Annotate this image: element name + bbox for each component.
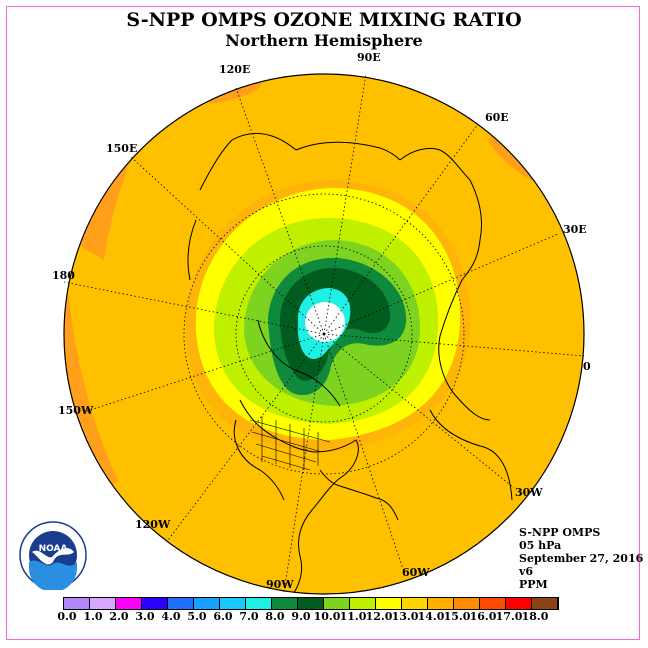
lon-label-90w: 90W [266, 578, 294, 591]
us-states [249, 416, 331, 471]
colorbar-swatch [194, 598, 220, 609]
colorbar-tick-label: 16.0 [469, 610, 497, 623]
colorbar-swatch [272, 598, 298, 609]
lon-label-150w: 150W [58, 404, 94, 417]
noaa-logo: NOAA [19, 521, 87, 590]
colorbar-tick-label: 13.0 [391, 610, 419, 623]
info-instrument: S-NPP OMPS [519, 526, 601, 539]
info-level: 05 hPa [519, 539, 562, 552]
colorbar-swatch [116, 598, 142, 609]
colorbar-tick-label: 11.0 [339, 610, 367, 623]
map-title: S-NPP OMPS OZONE MIXING RATIO [126, 9, 522, 31]
colorbar-swatch [454, 598, 480, 609]
colorbar-ticks: 0.0 1.0 2.0 3.0 4.0 5.0 6.0 7.0 8.0 9.0 10.0 11.0 12… [0, 610, 648, 624]
lon-label-30w: 30W [515, 486, 543, 499]
colorbar-swatch [376, 598, 402, 609]
colorbar-tick-label: 2.0 [109, 610, 129, 623]
product-info: S-NPP OMPS 05 hPa September 27, 2016 v6 … [519, 526, 643, 591]
colorbar-tick-label: 8.0 [265, 610, 285, 623]
lon-label-90e: 90E [357, 51, 381, 64]
colorbar-swatch [90, 598, 116, 609]
lon-label-30e: 30E [563, 223, 587, 236]
map-boundary [63, 73, 585, 595]
colorbar-tick-label: 7.0 [239, 610, 259, 623]
colorbar-swatch [220, 598, 246, 609]
colorbar-swatch [324, 598, 350, 609]
lon-label-150e: 150E [106, 142, 137, 155]
colorbar-tick-label: 10.0 [313, 610, 341, 623]
colorbar-tick-label: 6.0 [213, 610, 233, 623]
colorbar-swatch [350, 598, 376, 609]
colorbar-tick-label: 4.0 [161, 610, 181, 623]
colorbar-tick-label: 5.0 [187, 610, 207, 623]
colorbar-swatch [506, 598, 532, 609]
colorbar-tick-label: 3.0 [135, 610, 155, 623]
colorbar-swatch [168, 598, 194, 609]
colorbar-tick-label: 15.0 [443, 610, 471, 623]
map-subtitle: Northern Hemisphere [225, 31, 423, 50]
figure-frame [6, 6, 640, 640]
colorbar-swatch [298, 598, 324, 609]
lon-label-120e: 120E [219, 63, 250, 76]
info-version: v6 [519, 565, 534, 578]
colorbar-swatch [142, 598, 168, 609]
colorbar-swatch [402, 598, 428, 609]
colorbar [63, 597, 559, 610]
colorbar-swatch [480, 598, 506, 609]
colorbar-tick-label: 12.0 [365, 610, 393, 623]
colorbar-swatch [428, 598, 454, 609]
colorbar-tick-label: 1.0 [83, 610, 103, 623]
lon-label-180: 180 [52, 269, 75, 282]
colorbar-swatch [532, 598, 558, 609]
noaa-logo-text: NOAA [39, 544, 68, 554]
lon-label-120w: 120W [135, 518, 171, 531]
colorbar-tick-label: 0.0 [57, 610, 77, 623]
info-units: PPM [519, 578, 548, 591]
lon-label-60e: 60E [485, 111, 509, 124]
lon-label-60w: 60W [402, 566, 430, 579]
lon-label-0: 0 [583, 360, 591, 373]
info-date: September 27, 2016 [519, 552, 644, 565]
colorbar-swatch [246, 598, 272, 609]
colorbar-tick-label: 17.0 [495, 610, 523, 623]
colorbar-swatch [64, 598, 90, 609]
graticule [63, 73, 585, 593]
colorbar-tick-label: 18.0 [521, 610, 549, 623]
colorbar-tick-label: 9.0 [291, 610, 311, 623]
colorbar-tick-label: 14.0 [417, 610, 445, 623]
